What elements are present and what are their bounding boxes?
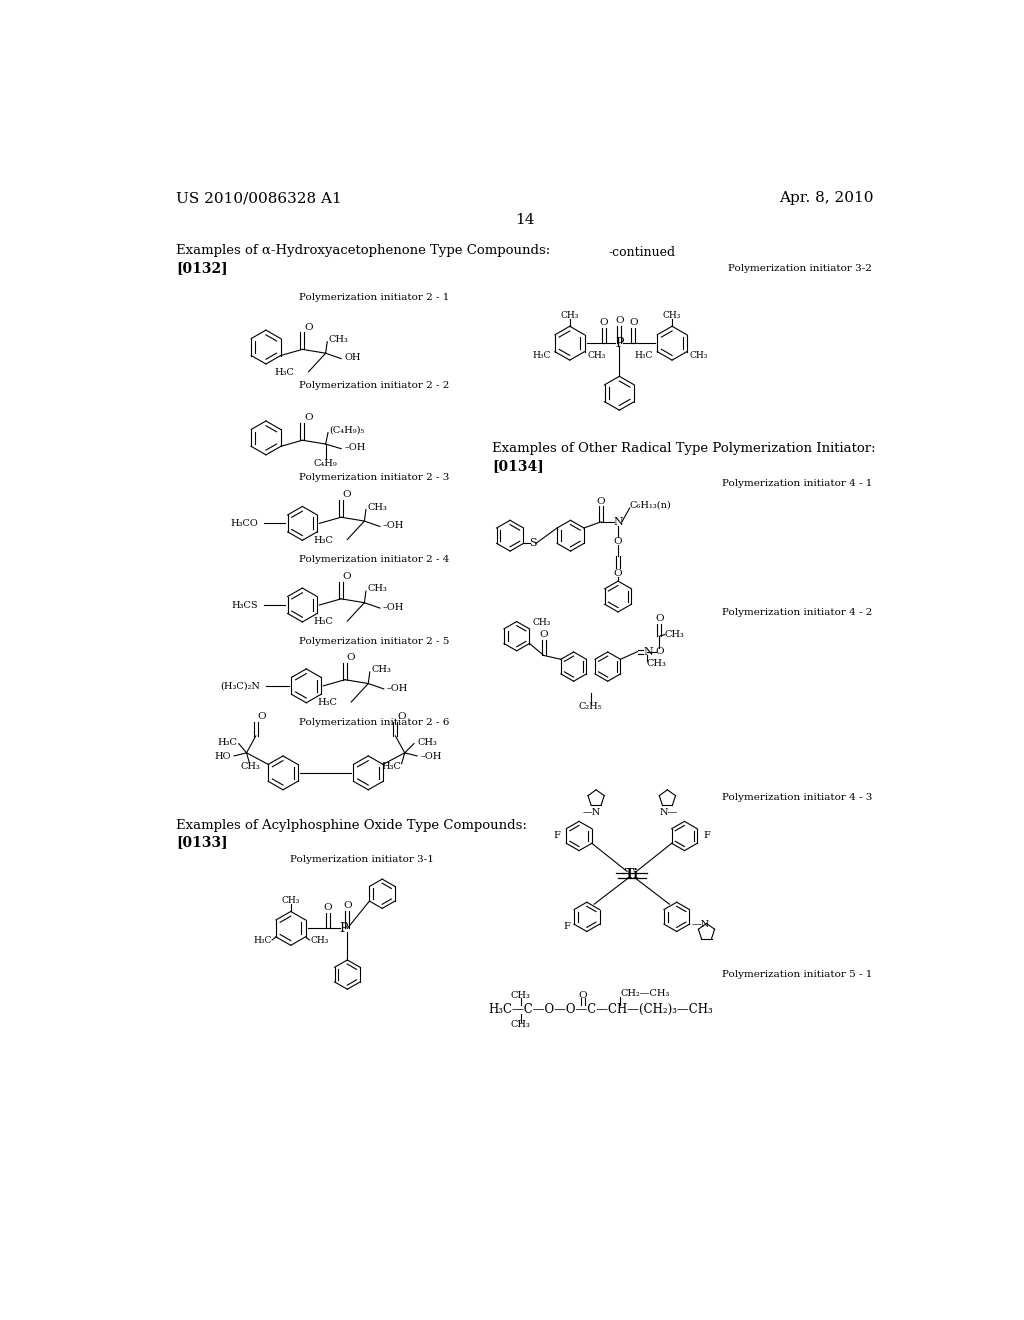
Text: O: O: [343, 491, 351, 499]
Text: –OH: –OH: [383, 603, 404, 611]
Text: Polymerization initiator 3-1: Polymerization initiator 3-1: [290, 854, 434, 863]
Text: Examples of α-Hydroxyacetophenone Type Compounds:: Examples of α-Hydroxyacetophenone Type C…: [176, 244, 550, 257]
Text: CH₃: CH₃: [417, 738, 437, 747]
Text: —N: —N: [583, 808, 600, 817]
Text: N—: N—: [660, 808, 678, 817]
Text: Examples of Acylphosphine Oxide Type Compounds:: Examples of Acylphosphine Oxide Type Com…: [176, 818, 527, 832]
Text: O: O: [304, 413, 312, 422]
Text: CH₃: CH₃: [310, 936, 329, 945]
Text: CH₃: CH₃: [241, 762, 260, 771]
Text: CH₃: CH₃: [690, 351, 709, 360]
Text: (H₃C)₂N: (H₃C)₂N: [220, 681, 260, 690]
Text: H₃CO: H₃CO: [230, 519, 258, 528]
Text: O: O: [613, 569, 623, 578]
Text: Polymerization initiator 4 - 3: Polymerization initiator 4 - 3: [722, 793, 872, 803]
Text: O: O: [579, 991, 587, 999]
Text: CH₃: CH₃: [511, 1020, 530, 1030]
Text: H₃C: H₃C: [313, 536, 334, 545]
Text: O: O: [615, 317, 624, 325]
Text: Polymerization initiator 2 - 3: Polymerization initiator 2 - 3: [299, 474, 450, 482]
Text: O: O: [629, 318, 638, 327]
Text: H₃C: H₃C: [381, 762, 400, 771]
Text: Ti: Ti: [625, 869, 639, 880]
Text: CH₂—CH₃: CH₂—CH₃: [621, 990, 670, 998]
Text: US 2010/0086328 A1: US 2010/0086328 A1: [176, 191, 342, 206]
Text: N: N: [613, 517, 623, 527]
Text: HO: HO: [215, 752, 231, 762]
Text: [0133]: [0133]: [176, 836, 227, 849]
Text: C₆H₁₃(n): C₆H₁₃(n): [630, 500, 672, 510]
Text: O: O: [613, 537, 623, 545]
Text: H₃C: H₃C: [531, 351, 550, 360]
Text: Examples of Other Radical Type Polymerization Initiator:: Examples of Other Radical Type Polymeriz…: [493, 442, 876, 455]
Text: F: F: [554, 832, 560, 841]
Text: Polymerization initiator 2 - 5: Polymerization initiator 2 - 5: [299, 636, 450, 645]
Text: Polymerization initiator 4 - 2: Polymerization initiator 4 - 2: [722, 609, 872, 618]
Text: O: O: [540, 630, 548, 639]
Text: CH₃: CH₃: [663, 312, 681, 319]
Text: CH₃: CH₃: [368, 585, 387, 593]
Text: O: O: [346, 653, 355, 661]
Text: H₃C: H₃C: [253, 936, 271, 945]
Text: CH₃: CH₃: [560, 312, 579, 319]
Text: -continued: -continued: [608, 246, 676, 259]
Text: H₃C: H₃C: [313, 618, 334, 627]
Text: S: S: [529, 539, 537, 548]
Text: Polymerization initiator 2 - 1: Polymerization initiator 2 - 1: [299, 293, 450, 301]
Text: Apr. 8, 2010: Apr. 8, 2010: [779, 191, 873, 206]
Text: CH₃: CH₃: [329, 335, 348, 343]
Text: CH₃: CH₃: [665, 630, 684, 639]
Text: –OH: –OH: [420, 752, 441, 762]
Text: H₃C: H₃C: [634, 351, 652, 360]
Text: Polymerization initiator 2 - 2: Polymerization initiator 2 - 2: [299, 381, 450, 389]
Text: Polymerization initiator 4 - 1: Polymerization initiator 4 - 1: [722, 479, 872, 488]
Text: H₃C: H₃C: [274, 368, 295, 378]
Text: C₂H₅: C₂H₅: [579, 702, 602, 711]
Text: O: O: [397, 713, 406, 721]
Text: —N: —N: [692, 920, 710, 929]
Text: CH₃: CH₃: [368, 503, 387, 512]
Text: O: O: [597, 496, 605, 506]
Text: –OH: –OH: [387, 684, 409, 693]
Text: N: N: [644, 647, 653, 656]
Text: [0134]: [0134]: [493, 459, 544, 474]
Text: O: O: [655, 614, 664, 623]
Text: O: O: [599, 318, 608, 327]
Text: H₃C—C—O—O—C—CH—(CH₂)₃—CH₃: H₃C—C—O—O—C—CH—(CH₂)₃—CH₃: [488, 1003, 713, 1016]
Text: O: O: [324, 903, 332, 912]
Text: O: O: [655, 647, 664, 656]
Text: Polymerization initiator 2 - 4: Polymerization initiator 2 - 4: [299, 556, 450, 564]
Text: CH₃: CH₃: [282, 896, 300, 906]
Text: CH₃: CH₃: [532, 618, 551, 627]
Text: –OH: –OH: [383, 521, 404, 531]
Text: O: O: [343, 572, 351, 581]
Text: CH₃: CH₃: [511, 991, 530, 999]
Text: F: F: [703, 832, 710, 841]
Text: CH₃: CH₃: [372, 665, 391, 675]
Text: H₃C: H₃C: [217, 738, 238, 747]
Text: H₃C: H₃C: [317, 698, 337, 708]
Text: Polymerization initiator 2 - 6: Polymerization initiator 2 - 6: [299, 718, 450, 727]
Text: Polymerization initiator 3-2: Polymerization initiator 3-2: [728, 264, 872, 273]
Text: O: O: [257, 713, 266, 721]
Text: F: F: [563, 921, 570, 931]
Text: [0132]: [0132]: [176, 261, 227, 275]
Text: Polymerization initiator 5 - 1: Polymerization initiator 5 - 1: [722, 970, 872, 979]
Text: C₄H₉: C₄H₉: [313, 459, 338, 467]
Text: P: P: [339, 921, 348, 935]
Text: CH₃: CH₃: [647, 659, 667, 668]
Text: H₃CS: H₃CS: [231, 601, 258, 610]
Text: OH: OH: [344, 354, 360, 362]
Text: O: O: [304, 322, 312, 331]
Text: 14: 14: [515, 213, 535, 227]
Text: (C₄H₉)₅: (C₄H₉)₅: [329, 426, 365, 434]
Text: CH₃: CH₃: [588, 351, 606, 360]
Text: P: P: [615, 337, 624, 350]
Text: –OH: –OH: [344, 444, 366, 453]
Text: O: O: [343, 900, 351, 909]
